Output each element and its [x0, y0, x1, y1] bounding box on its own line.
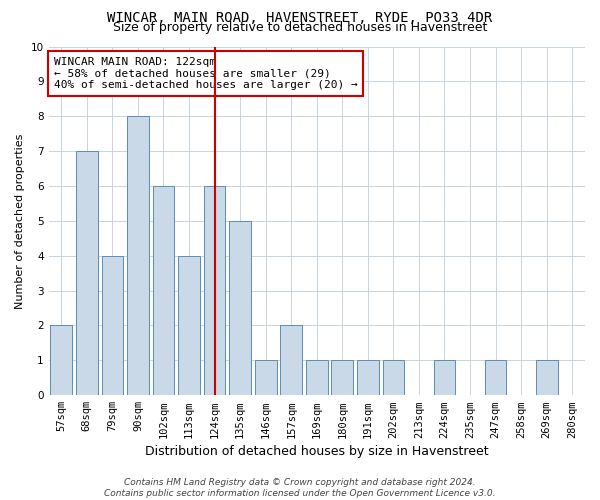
- Y-axis label: Number of detached properties: Number of detached properties: [15, 133, 25, 308]
- Bar: [255, 360, 277, 395]
- Bar: [485, 360, 506, 395]
- Bar: [383, 360, 404, 395]
- Bar: [229, 221, 251, 395]
- Bar: [204, 186, 226, 395]
- Text: Size of property relative to detached houses in Havenstreet: Size of property relative to detached ho…: [113, 22, 487, 35]
- Bar: [101, 256, 123, 395]
- Bar: [50, 326, 72, 395]
- Bar: [76, 151, 98, 395]
- Bar: [434, 360, 455, 395]
- Bar: [178, 256, 200, 395]
- Text: WINCAR, MAIN ROAD, HAVENSTREET, RYDE, PO33 4DR: WINCAR, MAIN ROAD, HAVENSTREET, RYDE, PO…: [107, 11, 493, 25]
- Text: WINCAR MAIN ROAD: 122sqm
← 58% of detached houses are smaller (29)
40% of semi-d: WINCAR MAIN ROAD: 122sqm ← 58% of detach…: [54, 57, 358, 90]
- Bar: [331, 360, 353, 395]
- Bar: [280, 326, 302, 395]
- Bar: [152, 186, 175, 395]
- X-axis label: Distribution of detached houses by size in Havenstreet: Distribution of detached houses by size …: [145, 444, 488, 458]
- Bar: [306, 360, 328, 395]
- Text: Contains HM Land Registry data © Crown copyright and database right 2024.
Contai: Contains HM Land Registry data © Crown c…: [104, 478, 496, 498]
- Bar: [357, 360, 379, 395]
- Bar: [127, 116, 149, 395]
- Bar: [536, 360, 557, 395]
